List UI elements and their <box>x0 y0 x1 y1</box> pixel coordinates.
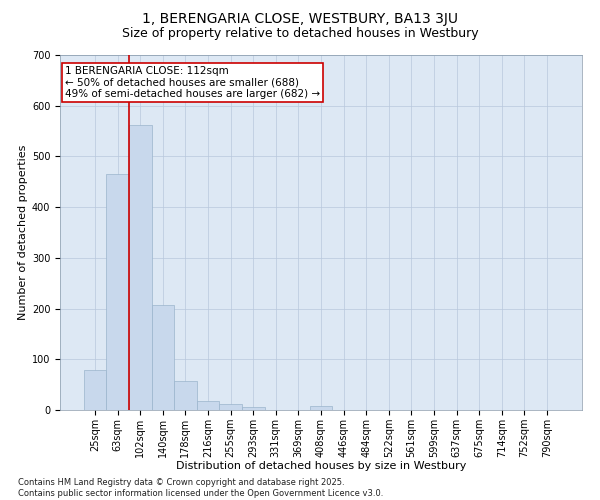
Bar <box>197 402 220 410</box>
Bar <box>174 380 197 410</box>
Bar <box>106 174 129 410</box>
Bar <box>220 404 242 410</box>
Bar <box>129 125 152 410</box>
Text: Size of property relative to detached houses in Westbury: Size of property relative to detached ho… <box>122 28 478 40</box>
Bar <box>242 408 265 410</box>
Y-axis label: Number of detached properties: Number of detached properties <box>17 145 28 320</box>
X-axis label: Distribution of detached houses by size in Westbury: Distribution of detached houses by size … <box>176 462 466 471</box>
Bar <box>310 406 332 410</box>
Text: Contains HM Land Registry data © Crown copyright and database right 2025.
Contai: Contains HM Land Registry data © Crown c… <box>18 478 383 498</box>
Text: 1, BERENGARIA CLOSE, WESTBURY, BA13 3JU: 1, BERENGARIA CLOSE, WESTBURY, BA13 3JU <box>142 12 458 26</box>
Text: 1 BERENGARIA CLOSE: 112sqm
← 50% of detached houses are smaller (688)
49% of sem: 1 BERENGARIA CLOSE: 112sqm ← 50% of deta… <box>65 66 320 99</box>
Bar <box>84 370 106 410</box>
Bar <box>152 304 174 410</box>
